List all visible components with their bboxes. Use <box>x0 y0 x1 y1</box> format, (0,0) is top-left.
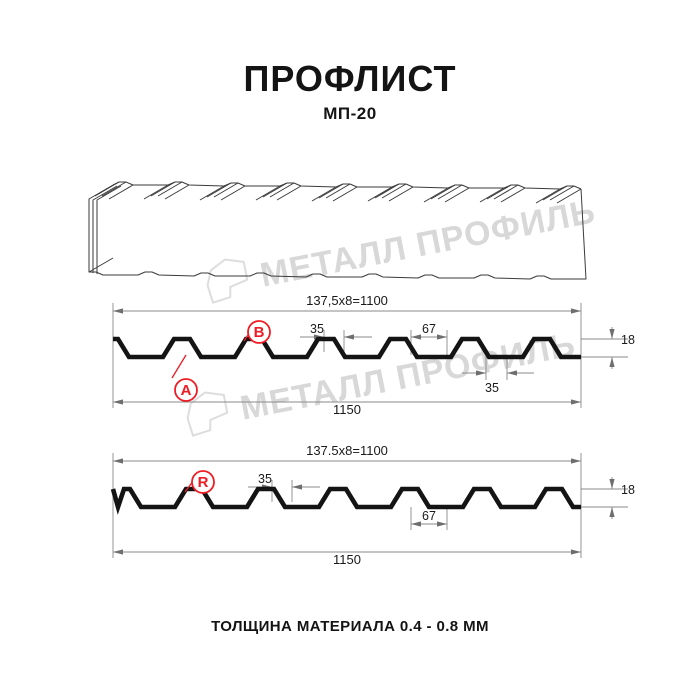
isometric-rib-lines <box>94 181 582 204</box>
bottom-dimension-label: 1150 <box>333 552 361 567</box>
rib-top-width-label: 35 <box>258 472 272 486</box>
rib-top-width-label: 35 <box>310 322 324 336</box>
marker-a-circle <box>174 378 198 402</box>
page-subtitle: МП-20 <box>323 104 377 123</box>
marker-a-label: A <box>181 382 192 399</box>
marker-r-circle <box>191 470 215 494</box>
profile-outline-bottom <box>110 486 581 515</box>
material-thickness-caption: ТОЛЩИНА МАТЕРИАЛА 0.4 - 0.8 ММ <box>211 618 489 635</box>
markers-top: A B <box>171 320 271 402</box>
marker-r-label: R <box>198 474 209 491</box>
top-dimension-label: 137,5x8=1100 <box>306 293 388 308</box>
rib-pitch-label: 67 <box>422 509 436 523</box>
height-dimension-label: 18 <box>621 483 635 497</box>
isometric-top-edge <box>112 181 582 190</box>
markers-bottom: R <box>184 470 215 494</box>
isometric-left-cap-2 <box>92 185 118 273</box>
height-dimension-label: 18 <box>621 333 635 347</box>
marker-b-label: B <box>254 324 265 341</box>
watermark-logo-icon <box>206 258 249 304</box>
marker-b-circle <box>247 320 271 344</box>
watermark-logo-icon <box>186 391 229 437</box>
bottom-dimension-label: 1150 <box>333 402 361 417</box>
isometric-left-cap-3 <box>96 185 122 274</box>
valley-width-label: 35 <box>485 381 499 395</box>
profile-outline-top <box>113 336 581 360</box>
isometric-bottom-edge <box>88 188 587 280</box>
top-dimension-label: 137.5x8=1100 <box>306 443 388 458</box>
rib-pitch-label: 67 <box>422 322 436 336</box>
page-title: ПРОФЛИСТ <box>243 58 457 99</box>
dimension-arrows-top <box>113 308 615 405</box>
dimension-lines-bottom <box>112 453 628 558</box>
